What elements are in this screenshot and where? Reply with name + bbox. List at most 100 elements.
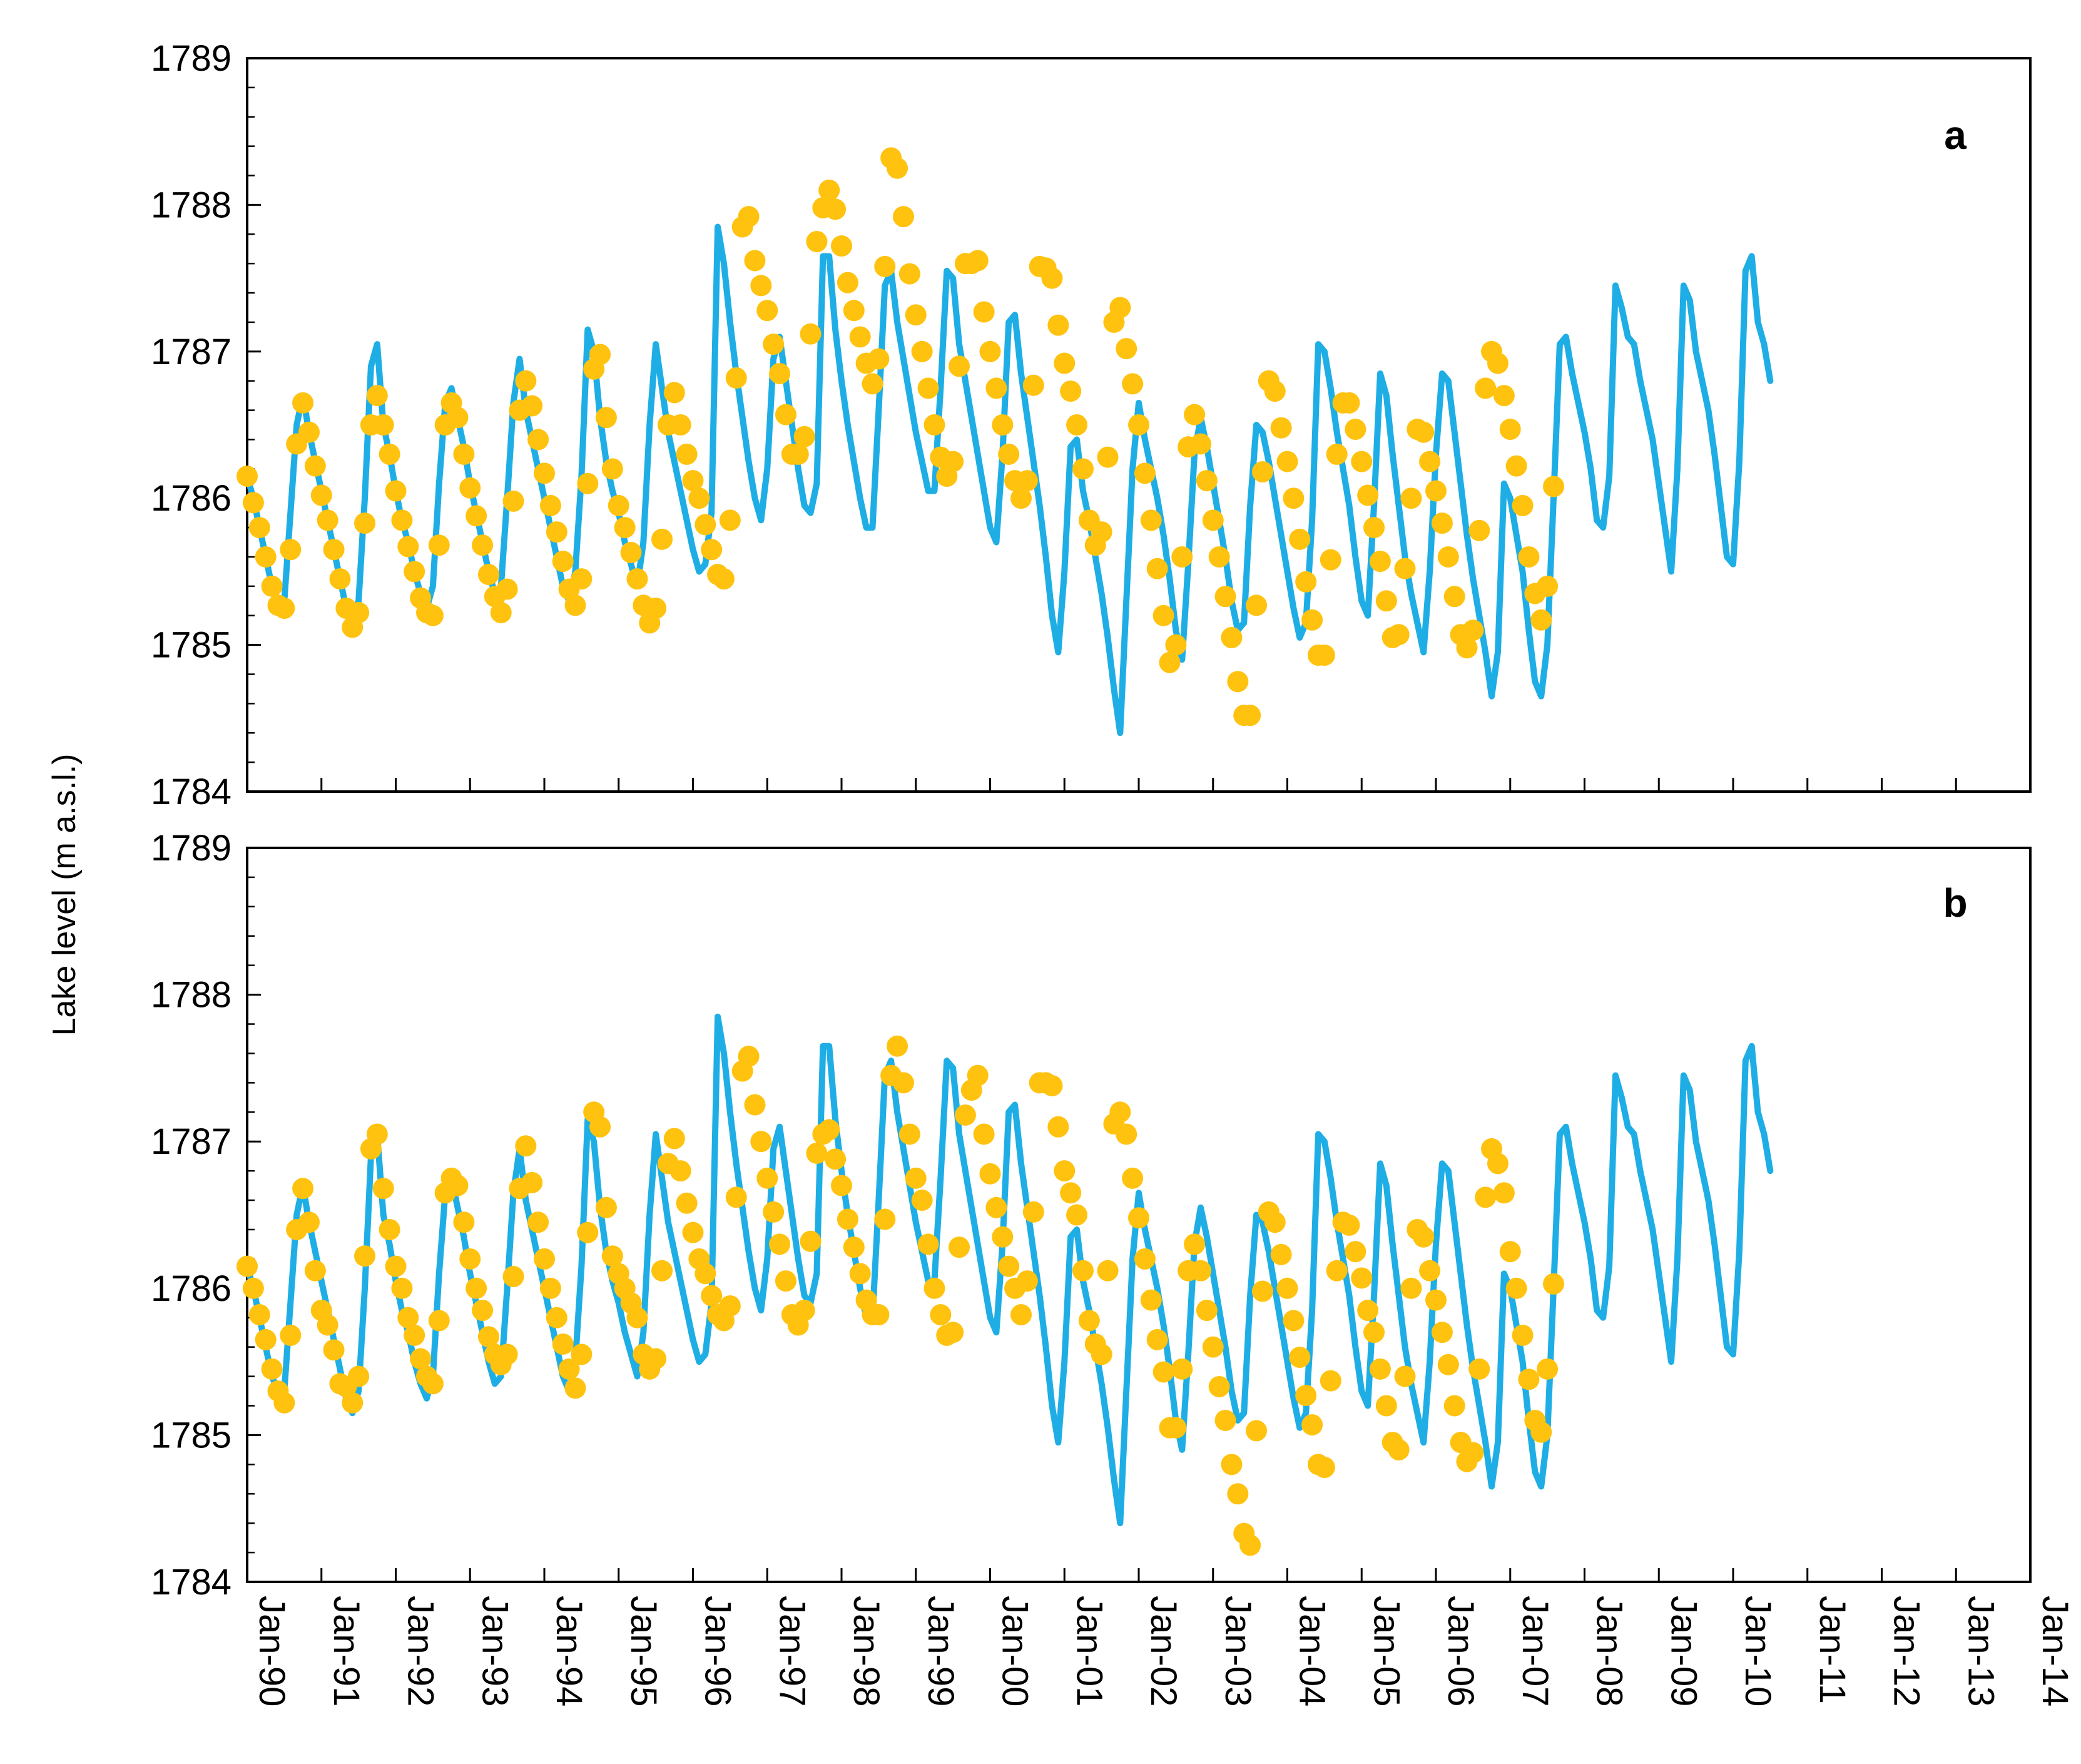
observed-point (1208, 1375, 1230, 1397)
observed-point (323, 539, 345, 561)
observed-point (1301, 1414, 1323, 1435)
x-tick-label: Jan-06 (1440, 1596, 1481, 1706)
observed-point (459, 477, 481, 499)
observed-point (1289, 1347, 1311, 1369)
y-tick-label: 1784 (151, 1562, 232, 1603)
observed-point (1537, 575, 1559, 597)
observed-point (1097, 446, 1119, 468)
observed-point (1202, 1336, 1224, 1358)
observed-point (539, 494, 561, 516)
observed-point (1171, 1358, 1193, 1380)
observed-point (292, 392, 314, 414)
observed-point (800, 1230, 822, 1252)
observed-point (1357, 484, 1379, 506)
observed-point (477, 1326, 499, 1348)
observed-point (527, 429, 549, 451)
observed-point (248, 1304, 270, 1326)
observed-point (1146, 558, 1168, 579)
observed-point (825, 198, 847, 220)
observed-point (892, 1072, 914, 1094)
observed-point (317, 509, 338, 531)
observed-point (242, 492, 264, 514)
observed-point (1375, 590, 1397, 612)
observed-point (1109, 297, 1131, 319)
observed-point (1054, 352, 1076, 374)
observed-point (571, 568, 593, 590)
observed-point (502, 1266, 524, 1288)
observed-point (1152, 604, 1174, 626)
observed-point (1066, 1204, 1088, 1226)
observed-point (663, 382, 685, 404)
observed-point (348, 602, 370, 624)
observed-point (744, 250, 766, 272)
y-tick-label: 1788 (151, 975, 232, 1016)
observed-point (1041, 267, 1063, 289)
observed-point (1270, 417, 1292, 439)
observed-point (663, 1128, 685, 1150)
observed-point (280, 539, 302, 561)
observed-point (682, 470, 704, 492)
observed-point (1363, 1322, 1385, 1343)
observed-point (477, 564, 499, 586)
observed-point (366, 385, 388, 407)
observed-point (601, 458, 623, 480)
observed-point (410, 1348, 432, 1370)
observed-point (354, 1245, 376, 1267)
observed-point (534, 1248, 555, 1270)
observed-point (496, 578, 518, 600)
observed-point (1010, 1304, 1032, 1326)
observed-point (1313, 1457, 1335, 1479)
observed-point (923, 1277, 945, 1299)
observed-point (1214, 1409, 1236, 1431)
observed-point (1425, 1289, 1447, 1311)
panel-b-plot: 1784 1785 1786 1787 1788 1789 b (151, 828, 2032, 1603)
observed-point (521, 1171, 543, 1193)
observed-point (626, 1307, 648, 1328)
observed-point (775, 1270, 796, 1292)
observed-point (725, 1186, 747, 1208)
observed-point (1091, 521, 1112, 543)
observed-point (1493, 1182, 1515, 1204)
observed-point (1016, 470, 1038, 492)
observed-point (973, 1123, 995, 1145)
observed-point (521, 395, 543, 417)
observed-point (496, 1343, 518, 1365)
x-tick-label: Jan-10 (1738, 1596, 1778, 1706)
x-tick-label: Jan-14 (2035, 1596, 2075, 1706)
x-tick-label: Jan-09 (1663, 1596, 1704, 1706)
observed-point (422, 604, 444, 626)
observed-point (1054, 1160, 1076, 1182)
observed-point (1041, 1075, 1063, 1097)
observed-point (1251, 461, 1273, 483)
observed-point (1425, 480, 1447, 502)
observed-point (825, 1148, 847, 1170)
observed-point (973, 301, 995, 323)
observed-point (1264, 380, 1286, 402)
observed-point (422, 1373, 444, 1395)
observed-point (1283, 487, 1305, 509)
observed-point (273, 598, 295, 619)
y-tick-label: 1787 (151, 332, 232, 372)
observed-point (601, 1245, 623, 1267)
observed-point (237, 466, 258, 487)
observed-point (1047, 314, 1069, 336)
observed-point (695, 1263, 716, 1285)
observed-point (806, 231, 828, 252)
observed-point (1060, 380, 1082, 402)
observed-point (1239, 705, 1261, 727)
x-tick-label: Jan-02 (1143, 1596, 1184, 1706)
observed-point (719, 509, 741, 531)
observed-point (608, 494, 629, 516)
observed-point (1505, 1277, 1527, 1299)
observed-point (310, 484, 332, 506)
observed-point (985, 1196, 1007, 1218)
observed-point (837, 1208, 858, 1230)
observed-point (1326, 1260, 1348, 1282)
observed-point (1487, 352, 1509, 374)
observed-point (738, 1046, 760, 1068)
observed-point (1251, 1280, 1273, 1302)
observed-point (1345, 419, 1366, 441)
observed-point (917, 1233, 939, 1255)
observed-point (255, 1328, 277, 1350)
observed-point (917, 377, 939, 399)
